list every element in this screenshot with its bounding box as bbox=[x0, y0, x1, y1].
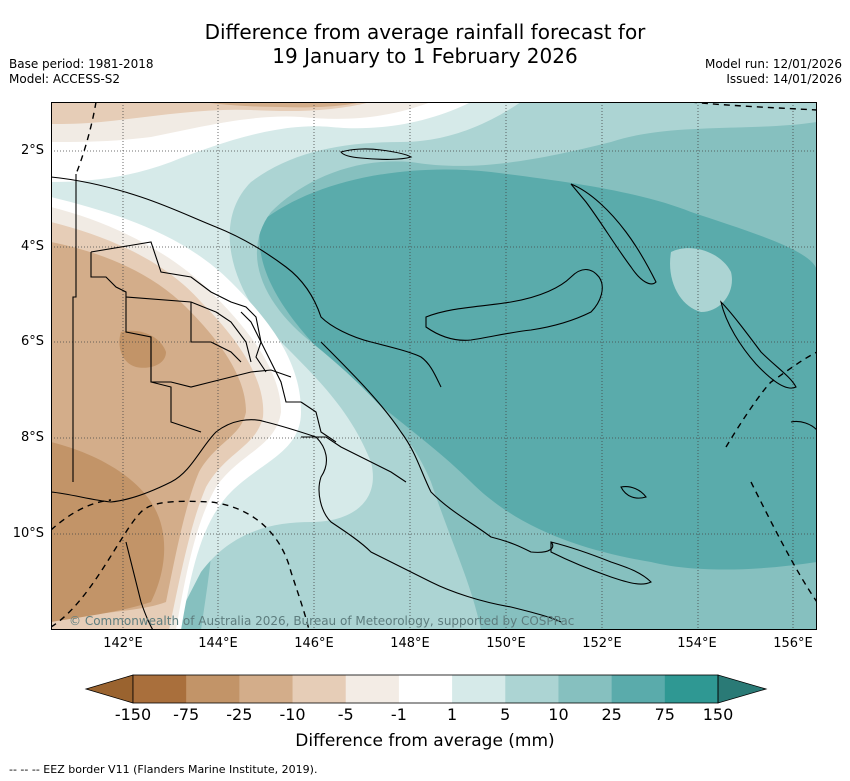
colorbar-swatch bbox=[558, 675, 613, 703]
colorbar-tick-label: -150 bbox=[114, 705, 152, 724]
rainfall-map: © Commonwealth of Australia 2026, Bureau… bbox=[51, 102, 817, 630]
colorbar-tick-label: -1 bbox=[390, 705, 407, 724]
copyright-text: © Commonwealth of Australia 2026, Bureau… bbox=[69, 614, 575, 628]
colorbar-left-arrow bbox=[84, 674, 134, 704]
colorbar-tick-label: 10 bbox=[548, 705, 569, 724]
map-svg bbox=[51, 102, 817, 630]
coastlines bbox=[51, 148, 817, 630]
fill-dry-75 bbox=[51, 442, 165, 622]
lat-label-4s: 4°S bbox=[20, 239, 44, 254]
colorbar-swatch bbox=[345, 675, 400, 703]
lon-label-150e: 150°E bbox=[486, 636, 526, 651]
colorbar-right-arrow bbox=[717, 674, 768, 704]
base-period-text: Base period: 1981-2018 bbox=[9, 57, 154, 71]
meta-right: Model run: 12/01/2026 Issued: 14/01/2026 bbox=[705, 57, 842, 87]
lon-label-148e: 148°E bbox=[390, 636, 430, 651]
colorbar-tick-label: -75 bbox=[173, 705, 200, 724]
lon-label-154e: 154°E bbox=[677, 636, 717, 651]
colorbar-tick-label: 150 bbox=[702, 705, 734, 724]
eez-borders bbox=[51, 102, 817, 630]
colorbar-tick-label: -25 bbox=[226, 705, 253, 724]
colorbar bbox=[84, 674, 768, 704]
colorbar-tick-label: 1 bbox=[446, 705, 458, 724]
lat-label-2s: 2°S bbox=[20, 143, 44, 158]
lon-label-152e: 152°E bbox=[582, 636, 622, 651]
colorbar-swatches bbox=[133, 675, 719, 703]
colorbar-swatch bbox=[133, 675, 187, 703]
lon-label-144e: 144°E bbox=[198, 636, 238, 651]
graticule bbox=[51, 102, 817, 630]
colorbar-tick-label: -10 bbox=[279, 705, 306, 724]
fill-dry-75-mid bbox=[119, 330, 166, 368]
colorbar-tick-label: -5 bbox=[337, 705, 354, 724]
lat-label-8s: 8°S bbox=[20, 430, 44, 445]
lon-label-142e: 142°E bbox=[103, 636, 143, 651]
map-title: Difference from average rainfall forecas… bbox=[0, 20, 850, 68]
colorbar-swatch bbox=[505, 675, 559, 703]
colorbar-swatch bbox=[664, 675, 719, 703]
lat-label-10s: 10°S bbox=[12, 526, 44, 541]
map-frame bbox=[51, 102, 817, 630]
title-line-1: Difference from average rainfall forecas… bbox=[204, 20, 646, 44]
issued-text: Issued: 14/01/2026 bbox=[726, 72, 842, 86]
colorbar-frame bbox=[132, 674, 719, 704]
colorbar-swatch bbox=[186, 675, 240, 703]
colorbar-title: Difference from average (mm) bbox=[295, 731, 555, 751]
colorbar-swatch bbox=[292, 675, 347, 703]
colorbar-tick-label: 5 bbox=[500, 705, 511, 724]
eez-legend-text: -- -- -- EEZ border V11 (Flanders Marine… bbox=[9, 763, 318, 776]
colorbar-tick-label: 75 bbox=[654, 705, 675, 724]
colorbar-swatch bbox=[611, 675, 666, 703]
fill-wet-10-ne bbox=[670, 248, 732, 312]
colorbar-swatch bbox=[239, 675, 294, 703]
lon-label-146e: 146°E bbox=[294, 636, 334, 651]
title-line-2: 19 January to 1 February 2026 bbox=[272, 44, 578, 68]
model-run-text: Model run: 12/01/2026 bbox=[704, 57, 842, 71]
fill-dry-25-north bbox=[201, 102, 361, 108]
colorbar-swatch bbox=[398, 675, 453, 703]
lat-label-6s: 6°S bbox=[20, 334, 44, 349]
fill-dry-10 bbox=[51, 102, 371, 124]
meta-left: Base period: 1981-2018 Model: ACCESS-S2 bbox=[9, 57, 154, 87]
lon-label-156e: 156°E bbox=[773, 636, 813, 651]
colorbar-tick-label: 25 bbox=[601, 705, 622, 724]
model-text: Model: ACCESS-S2 bbox=[9, 72, 121, 86]
colorbar-swatch bbox=[452, 675, 506, 703]
